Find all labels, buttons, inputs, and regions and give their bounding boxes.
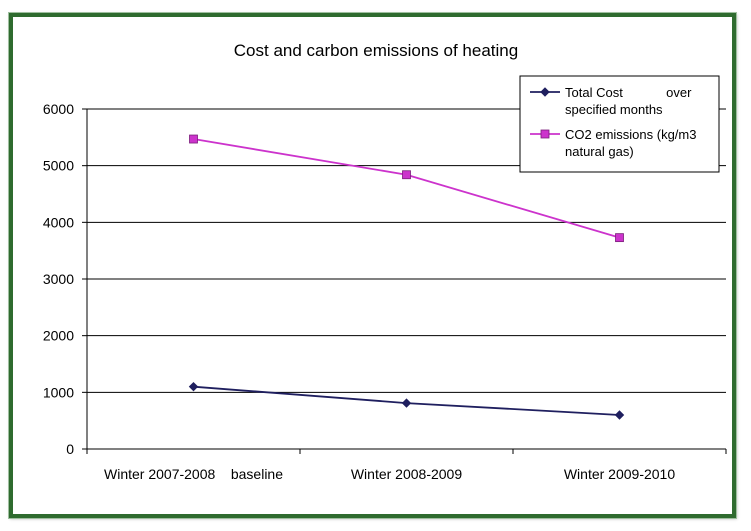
x-tick-labels: Winter 2007-2008 baseline Winter 2008-200…: [104, 466, 675, 482]
axes: [86, 109, 727, 454]
data-point: [614, 410, 625, 420]
series-group: [188, 134, 625, 420]
x-tick-label: Winter 2008-2009: [351, 466, 463, 482]
legend-swatch-marker: [540, 129, 550, 139]
y-tick-label: 0: [66, 441, 74, 457]
y-tick-labels: 0 1000 2000 3000 4000 5000 6000: [43, 101, 74, 457]
legend: Total Cost over specified months CO2 emiss…: [519, 75, 720, 173]
data-point: [615, 233, 624, 243]
x-tick-label: Winter 2007-2008 baseline: [104, 466, 283, 482]
y-tick-label: 5000: [43, 158, 74, 174]
legend-label: CO2 emissions (kg/m3: [565, 127, 696, 142]
data-point: [189, 134, 198, 144]
y-tick-label: 6000: [43, 101, 74, 117]
legend-label: natural gas): [565, 144, 634, 159]
legend-label: Total Cost over: [565, 85, 692, 100]
chart-title: Cost and carbon emissions of heating: [234, 41, 518, 60]
series-1: [188, 381, 625, 420]
x-tick-label: Winter 2009-2010: [564, 466, 676, 482]
y-tick-label: 3000: [43, 271, 74, 287]
y-tick-label: 4000: [43, 214, 74, 230]
legend-swatch-marker: [540, 87, 550, 97]
y-tick-label: 2000: [43, 328, 74, 344]
legend-label: specified months: [565, 102, 663, 117]
data-point: [402, 170, 411, 180]
data-point: [401, 398, 412, 408]
series-2: [189, 134, 624, 243]
data-point: [188, 381, 199, 392]
y-tick-label: 1000: [43, 384, 74, 400]
